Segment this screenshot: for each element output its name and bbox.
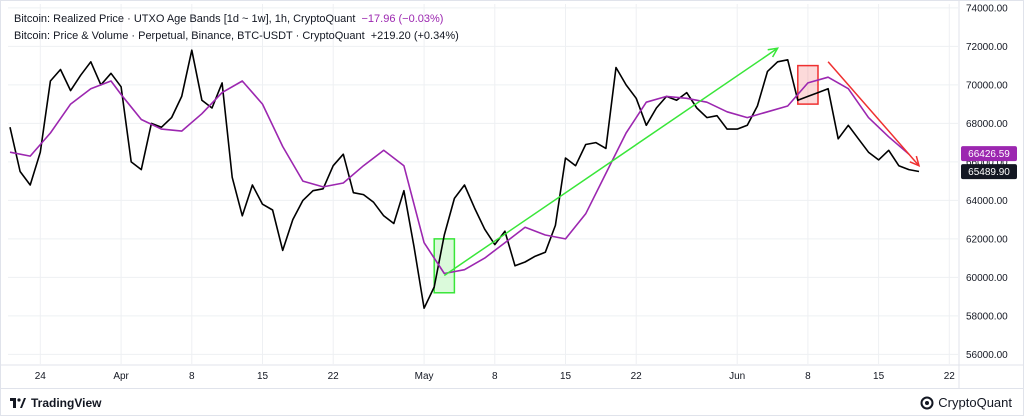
x-axis[interactable]: 24 Apr 8 15 22 May 8 15 22 Jun 8 15 22 [35,371,956,382]
x-tick-label: May [415,371,434,382]
x-tick-label: 22 [944,371,956,382]
tradingview-logo[interactable]: TradingView [10,396,101,410]
price-labels: 66426.59 65489.90 [961,146,1017,180]
green-trend-arrow [443,47,779,277]
last-price-tag: 65489.90 [968,167,1010,178]
red-trend-arrow [827,61,920,167]
cryptoquant-logo[interactable]: CryptoQuant [920,395,1012,410]
footer: TradingView CryptoQuant [0,388,1024,417]
x-tick-label: 15 [560,371,572,382]
green-arrow-head [767,47,780,58]
y-tick-label: 56000.00 [966,350,1008,361]
x-tick-label: 22 [631,371,643,382]
annotation-arrows [443,47,921,277]
chart-legend: Bitcoin: Realized Price · UTXO Age Bands… [14,11,459,45]
legend-value-realized: −17.96 (−0.03%) [361,13,444,25]
y-tick-label: 70000.00 [966,80,1008,91]
realized-price-series-line [9,76,910,275]
cryptoquant-label: CryptoQuant [938,395,1012,410]
x-tick-label: 15 [873,371,885,382]
realized-price-tag-bg [961,146,1017,162]
y-axis[interactable]: 74000.00 72000.00 70000.00 68000.00 66000.00… [966,3,1008,361]
tradingview-label: TradingView [31,396,102,410]
chart-area[interactable]: 74000.00 72000.00 70000.00 68000.00 66000.00… [0,0,1024,388]
y-tick-label: 72000.00 [966,42,1008,53]
x-tick-label: 15 [257,371,269,382]
x-tick-label: 8 [189,371,195,382]
price-series-line [9,49,920,310]
series-lines [9,49,920,310]
legend-row-realized[interactable]: Bitcoin: Realized Price · UTXO Age Bands… [14,11,459,28]
annotation-boxes [433,64,819,294]
y-tick-label: 64000.00 [966,196,1008,207]
tradingview-icon [10,398,26,408]
y-tick-label: 68000.00 [966,119,1008,130]
y-tick-label: 66000.00 [966,157,1008,168]
cryptoquant-icon [920,396,934,409]
green-highlight-box [433,238,456,294]
x-tick-label: Apr [113,371,129,382]
y-tick-label: 58000.00 [966,311,1008,322]
legend-value-price: +219.20 (+0.34%) [370,30,459,42]
x-tick-label: 24 [35,371,47,382]
legend-label-realized: Bitcoin: Realized Price · UTXO Age Bands… [14,13,356,25]
grid [8,4,958,364]
y-tick-label: 62000.00 [966,234,1008,245]
y-tick-label: 74000.00 [966,3,1008,14]
last-price-tag-bg [961,164,1017,180]
red-arrow-head [909,155,921,168]
realized-price-tag: 66426.59 [968,149,1010,160]
x-tick-label: Jun [729,371,745,382]
legend-row-price[interactable]: Bitcoin: Price & Volume · Perpetual, Bin… [14,28,459,45]
legend-label-price: Bitcoin: Price & Volume · Perpetual, Bin… [14,30,365,42]
x-tick-label: 8 [805,371,811,382]
x-tick-label: 8 [492,371,498,382]
y-tick-label: 60000.00 [966,273,1008,284]
x-tick-label: 22 [328,371,340,382]
